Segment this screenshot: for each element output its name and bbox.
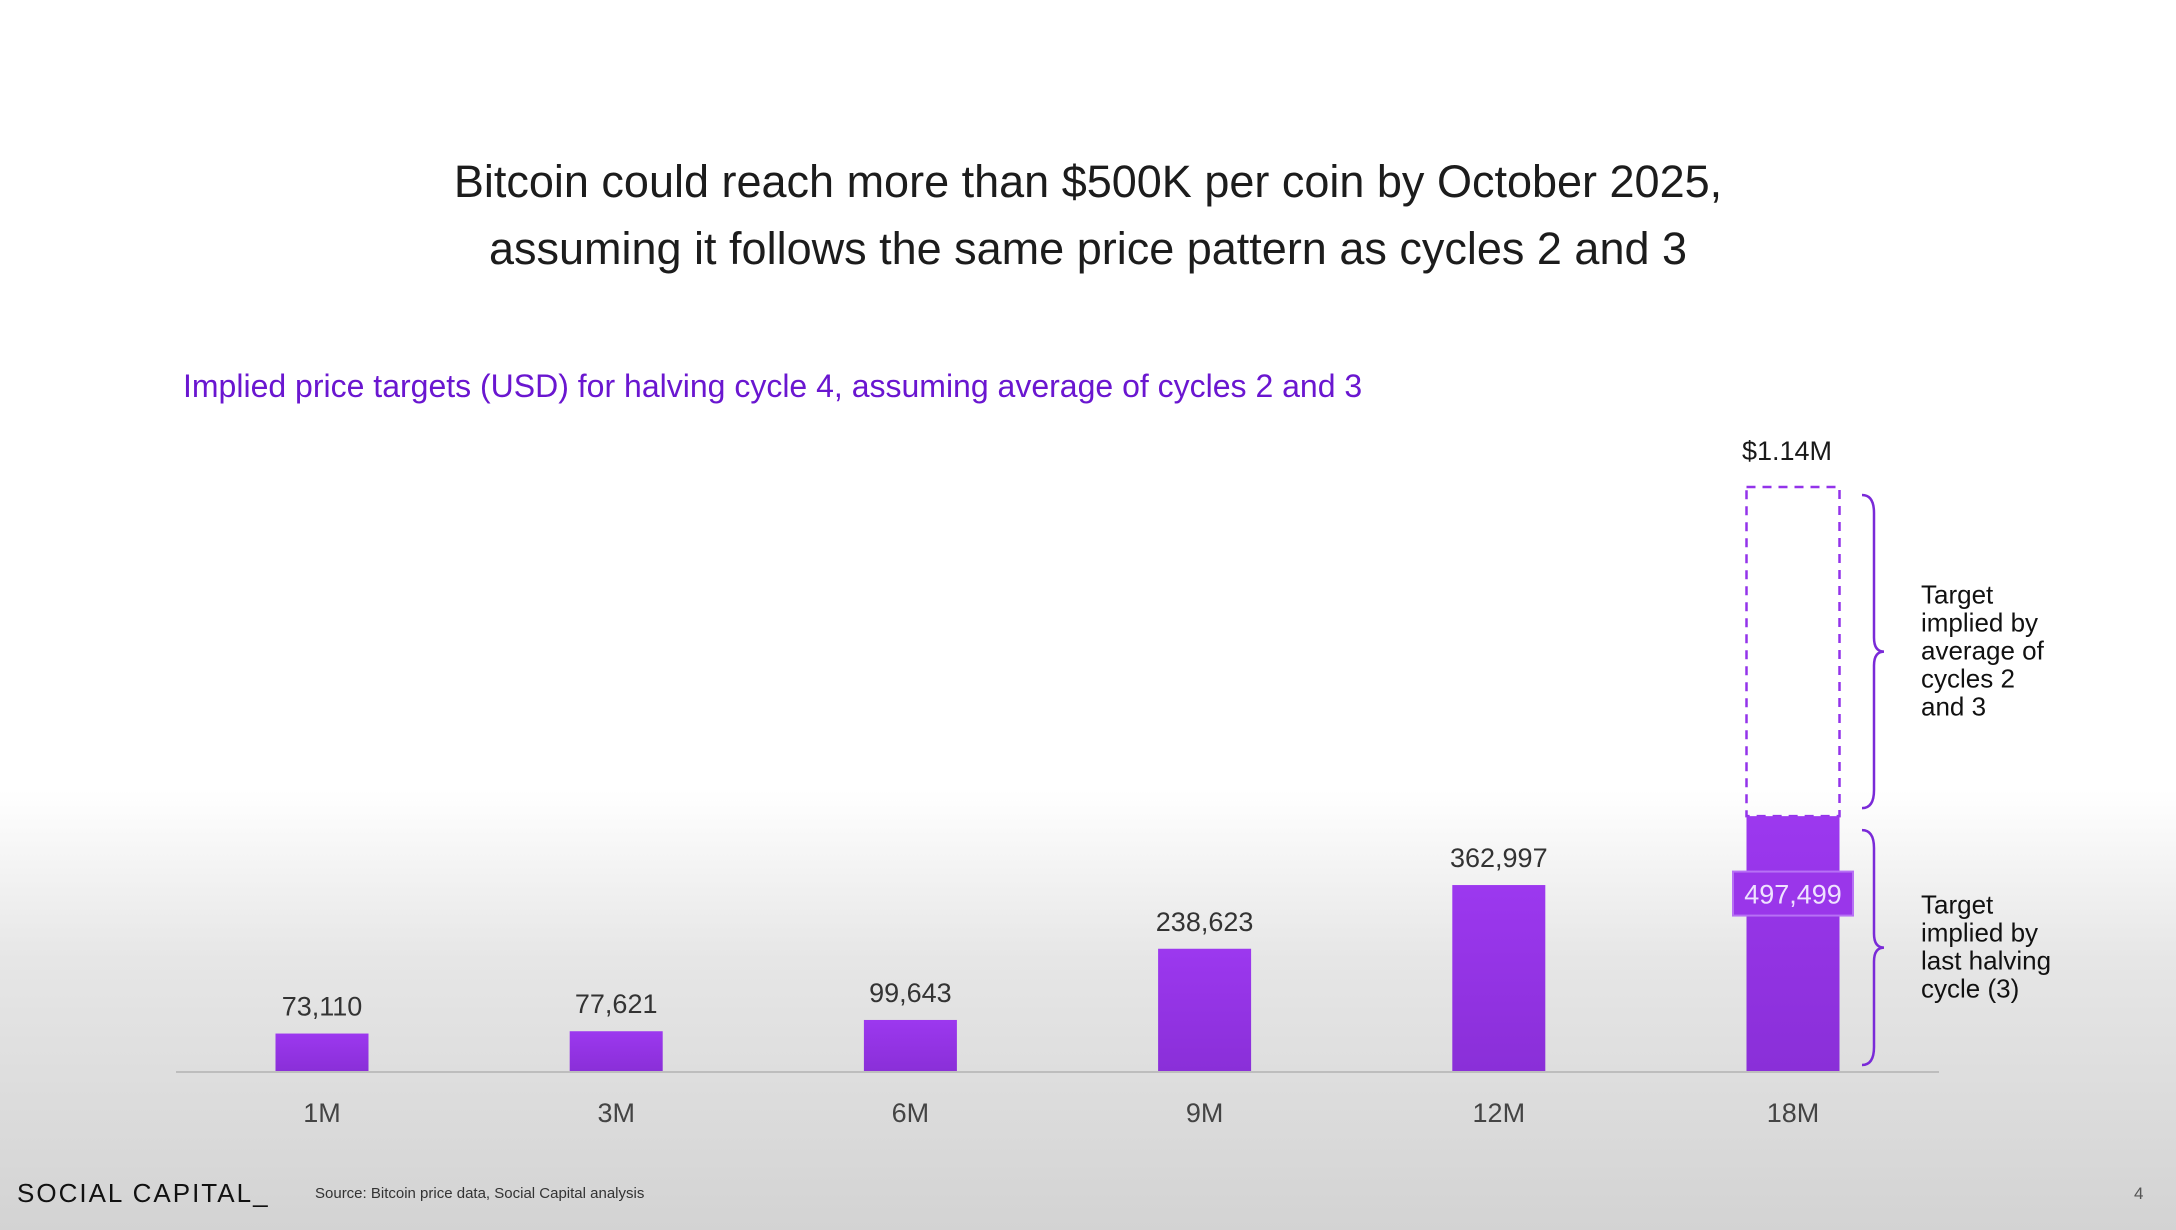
annotation-line: average of [1921,636,2045,666]
brace-icon [1861,828,1885,1067]
x-tick-label: 12M [1473,1098,1526,1128]
extension-bar-dashed [1745,485,1841,818]
bar-6M [863,1019,957,1071]
value-label: 99,643 [869,978,952,1008]
annotation-line: Target [1921,580,1994,610]
bar-3M [569,1031,663,1071]
slide-title: Bitcoin could reach more than $500K per … [0,148,2176,282]
bar-12M [1452,885,1546,1071]
x-tick-label: 18M [1767,1098,1820,1128]
source-note: Source: Bitcoin price data, Social Capit… [315,1185,645,1202]
extension-value-label: $1.14M [1742,436,1832,466]
value-label: 497,499 [1744,880,1842,910]
annotation-line: and 3 [1921,692,1986,722]
annotation-line: cycles 2 [1921,664,2015,694]
title-line-1: Bitcoin could reach more than $500K per … [453,156,1723,207]
annotation-line: last halving [1921,946,2051,976]
title-line-2: assuming it follows the same price patte… [488,223,1688,274]
value-label: 73,110 [282,992,363,1022]
brace-icon [1861,493,1885,810]
value-label: 77,621 [575,989,658,1019]
bar-9M [1158,948,1252,1071]
value-label: 362,997 [1450,843,1548,873]
value-label-box [1732,870,1854,917]
annotation-line: Target [1921,890,1994,920]
value-label: 238,623 [1156,907,1254,937]
x-tick-label: 9M [1186,1098,1224,1128]
annotation-line: implied by [1921,918,2038,948]
page-number: 4 [2134,1184,2144,1203]
annotation-line: implied by [1921,608,2038,638]
x-tick-label: 3M [597,1098,635,1128]
bar-1M [275,1033,369,1071]
social-capital-logo: SOCIAL CAPITAL_ [17,1178,270,1208]
x-tick-label: 6M [892,1098,930,1128]
annotation-line: cycle (3) [1921,974,2019,1004]
chart-title: Implied price targets (USD) for halving … [183,368,1363,404]
x-tick-label: 1M [303,1098,341,1128]
bar-18M [1746,816,1840,1071]
